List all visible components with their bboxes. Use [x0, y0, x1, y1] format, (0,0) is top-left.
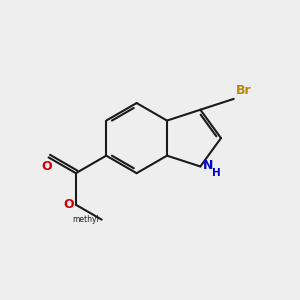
Text: methyl: methyl	[73, 214, 99, 224]
Text: O: O	[63, 198, 74, 211]
Text: N: N	[203, 159, 214, 172]
Text: O: O	[42, 160, 52, 173]
Text: H: H	[212, 168, 220, 178]
Text: Br: Br	[236, 84, 252, 98]
